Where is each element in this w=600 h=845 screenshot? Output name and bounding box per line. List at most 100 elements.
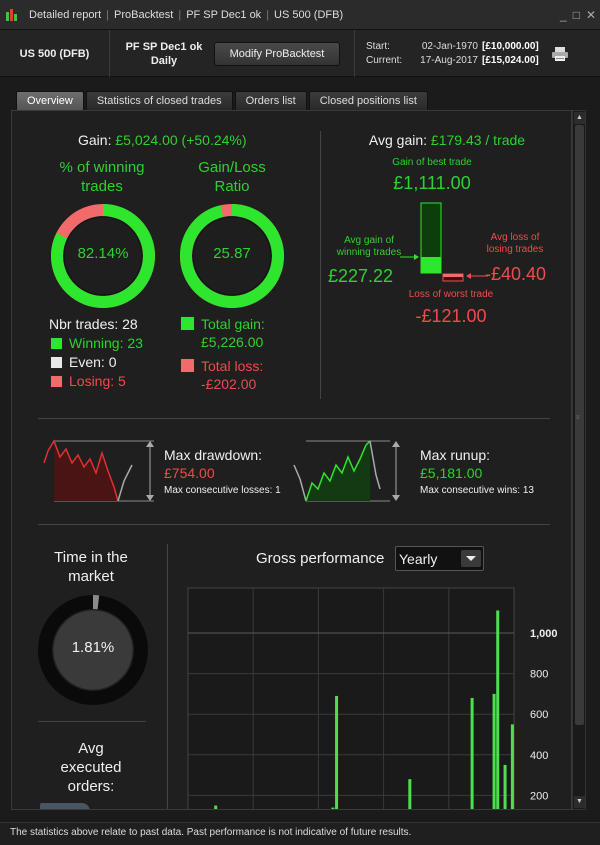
divider-horizontal-2 (38, 524, 550, 525)
current-label: Current: (366, 55, 403, 66)
total-loss-label: Total loss: (201, 358, 264, 374)
max-consecutive-losses: Max consecutive losses: 1 (164, 485, 281, 496)
print-icon[interactable] (551, 47, 569, 61)
total-loss-value: -£202.00 (201, 376, 257, 392)
even-swatch (50, 356, 63, 369)
y-tick-label: 1,000 (530, 628, 558, 640)
avg-executed-orders-title: Avg executed orders: (38, 739, 144, 796)
losing-count-row: Losing: 5 (49, 372, 143, 391)
time-market-line1: Time in the (54, 549, 128, 566)
chevron-down-icon[interactable] (461, 550, 481, 567)
total-gain-value: £5,226.00 (201, 334, 264, 350)
modify-probacktest-button[interactable]: Modify ProBacktest (214, 41, 340, 66)
current-capital: [£15,024.00] (482, 55, 539, 66)
time-in-market-title: Time in the market (38, 548, 144, 586)
gross-performance-label: Gross performance (256, 550, 385, 567)
ratio-title-line2: Ratio (214, 178, 250, 195)
period-select-value: Yearly (399, 551, 438, 567)
winning-trades-title: % of winning trades (42, 158, 162, 196)
runup-sparkline (293, 440, 400, 502)
date-range: Start: 02-Jan-1970 [£10,000.00] Current: 17… (366, 40, 539, 68)
y-tick-label: 400 (530, 750, 548, 762)
losing-count: Losing: 5 (69, 373, 126, 389)
performance-bar (470, 697, 474, 809)
avg-loss-label-line1: Avg loss of (490, 232, 540, 243)
crumb-instrument[interactable]: US 500 (DFB) (274, 8, 344, 21)
scrollbar-thumb[interactable] (575, 125, 584, 725)
tab-orders-list[interactable]: Orders list (234, 91, 307, 110)
max-drawdown-block: Max drawdown: £754.00 Max consecutive lo… (164, 446, 281, 500)
winning-pct-value: 82.14% (77, 245, 129, 262)
max-drawdown-value: £754.00 (164, 465, 215, 481)
total-gain-row: Total gain: (180, 315, 265, 333)
minimize-button[interactable]: _ (560, 8, 567, 22)
total-gain-swatch (180, 316, 195, 331)
worst-trade-label: Loss of worst trade (408, 289, 494, 300)
crumb-probacktest[interactable]: ProBacktest (114, 8, 174, 21)
winning-title-line1: % of winning (59, 159, 145, 176)
start-capital: [£10,000.00] (482, 41, 539, 52)
losing-swatch (50, 375, 63, 388)
strategy-timeframe: Daily (150, 54, 178, 67)
avg-loss-label-line2: losing trades (486, 244, 544, 255)
performance-bar (492, 693, 496, 809)
avg-win-value: £227.22 (328, 266, 394, 286)
chart-plot-area (187, 587, 515, 809)
start-date: 02-Jan-1970 (421, 41, 478, 52)
totals-breakdown: Total gain: £5,226.00 Total loss: -£202.… (180, 315, 265, 393)
time-market-line2: market (68, 568, 114, 585)
current-date: 17-Aug-2017 (420, 55, 478, 66)
avg-exec-line2: executed (60, 759, 122, 776)
gross-performance-chart: 200 400 600 800 1,000 (187, 587, 558, 809)
crumb-separator: | (178, 8, 182, 21)
nbr-trades: Nbr trades: 28 (49, 316, 138, 332)
period-select[interactable]: Yearly (395, 546, 484, 571)
strategy-cell: PF SP Dec1 ok Daily Modify ProBacktest (110, 30, 355, 77)
gain-loss-ratio-value: 25.87 (213, 245, 251, 262)
y-tick-label: 600 (530, 709, 548, 721)
winning-trades-donut (51, 204, 155, 308)
max-consecutive-wins: Max consecutive wins: 13 (420, 485, 534, 496)
tab-overview[interactable]: Overview (16, 91, 84, 110)
start-label: Start: (366, 41, 390, 52)
scroll-down-button[interactable]: ▼ (574, 796, 585, 808)
total-loss-swatch (180, 358, 195, 373)
scrollbar-grip: ≡ (576, 415, 580, 421)
avg-win-label: Avg gain of winning trades (324, 235, 414, 259)
max-runup-block: Max runup: £5,181.00 Max consecutive win… (420, 446, 534, 500)
performance-bar (503, 764, 507, 809)
trade-range-graphic (400, 202, 488, 282)
winning-count-row: Winning: 23 (49, 334, 143, 353)
gain-loss-ratio-donut (180, 204, 284, 308)
avg-win-label-line2: winning trades (336, 247, 402, 258)
crumb-detailed-report[interactable]: Detailed report (29, 8, 102, 21)
y-tick-label: 800 (530, 669, 548, 681)
avg-gain-summary: Avg gain: £179.43 / trade (342, 132, 552, 148)
divider-horizontal-3 (38, 721, 146, 722)
drawdown-sparkline (43, 439, 154, 502)
performance-bar (510, 724, 514, 809)
overview-panel: Gain: £5,024.00 (+50.24%) % of winning t… (11, 110, 572, 810)
vertical-scrollbar[interactable]: ▲ ≡ ▼ (572, 110, 586, 810)
avg-win-label-line1: Avg gain of (344, 235, 394, 246)
order-icon (40, 803, 90, 809)
disclaimer-footer: The statistics above relate to past data… (0, 822, 600, 845)
strategy-name: PF SP Dec1 ok (125, 40, 203, 53)
scroll-up-button[interactable]: ▲ (574, 112, 585, 124)
winning-swatch (50, 337, 63, 350)
total-loss-row: Total loss: (180, 357, 265, 375)
gain-label: Gain: (78, 132, 112, 148)
performance-bar (331, 807, 335, 809)
candlestick-icon (6, 8, 20, 21)
divider-vertical-2 (167, 544, 168, 809)
crumb-strategy[interactable]: PF SP Dec1 ok (186, 8, 262, 21)
even-count-row: Even: 0 (49, 353, 143, 372)
worst-trade-value: -£121.00 (415, 306, 487, 326)
close-button[interactable]: ✕ (585, 8, 596, 22)
winning-title-line2: trades (81, 178, 123, 195)
maximize-button[interactable]: □ (572, 8, 580, 22)
best-trade-label: Gain of best trade (392, 157, 472, 168)
tab-statistics-closed-trades[interactable]: Statistics of closed trades (85, 91, 233, 110)
tab-closed-positions-list[interactable]: Closed positions list (308, 91, 428, 110)
winning-count: Winning: 23 (69, 335, 143, 351)
